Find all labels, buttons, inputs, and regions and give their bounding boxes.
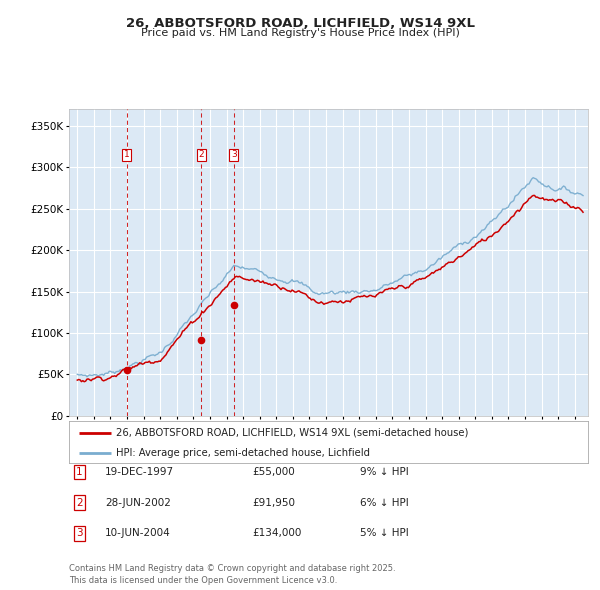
Text: £55,000: £55,000 <box>252 467 295 477</box>
Text: 10-JUN-2004: 10-JUN-2004 <box>105 529 171 538</box>
Text: Price paid vs. HM Land Registry's House Price Index (HPI): Price paid vs. HM Land Registry's House … <box>140 28 460 38</box>
Text: 5% ↓ HPI: 5% ↓ HPI <box>360 529 409 538</box>
Text: 2: 2 <box>199 150 204 159</box>
Text: £134,000: £134,000 <box>252 529 301 538</box>
Text: 3: 3 <box>76 529 83 538</box>
Text: HPI: Average price, semi-detached house, Lichfield: HPI: Average price, semi-detached house,… <box>116 448 370 457</box>
Text: 1: 1 <box>124 150 130 159</box>
Text: 3: 3 <box>231 150 236 159</box>
Text: 9% ↓ HPI: 9% ↓ HPI <box>360 467 409 477</box>
Text: 19-DEC-1997: 19-DEC-1997 <box>105 467 174 477</box>
Text: 6% ↓ HPI: 6% ↓ HPI <box>360 498 409 507</box>
Text: 1: 1 <box>76 467 83 477</box>
Text: £91,950: £91,950 <box>252 498 295 507</box>
Text: 26, ABBOTSFORD ROAD, LICHFIELD, WS14 9XL: 26, ABBOTSFORD ROAD, LICHFIELD, WS14 9XL <box>125 17 475 30</box>
Text: Contains HM Land Registry data © Crown copyright and database right 2025.
This d: Contains HM Land Registry data © Crown c… <box>69 565 395 585</box>
Text: 2: 2 <box>76 498 83 507</box>
Text: 26, ABBOTSFORD ROAD, LICHFIELD, WS14 9XL (semi-detached house): 26, ABBOTSFORD ROAD, LICHFIELD, WS14 9XL… <box>116 428 468 438</box>
Text: 28-JUN-2002: 28-JUN-2002 <box>105 498 171 507</box>
